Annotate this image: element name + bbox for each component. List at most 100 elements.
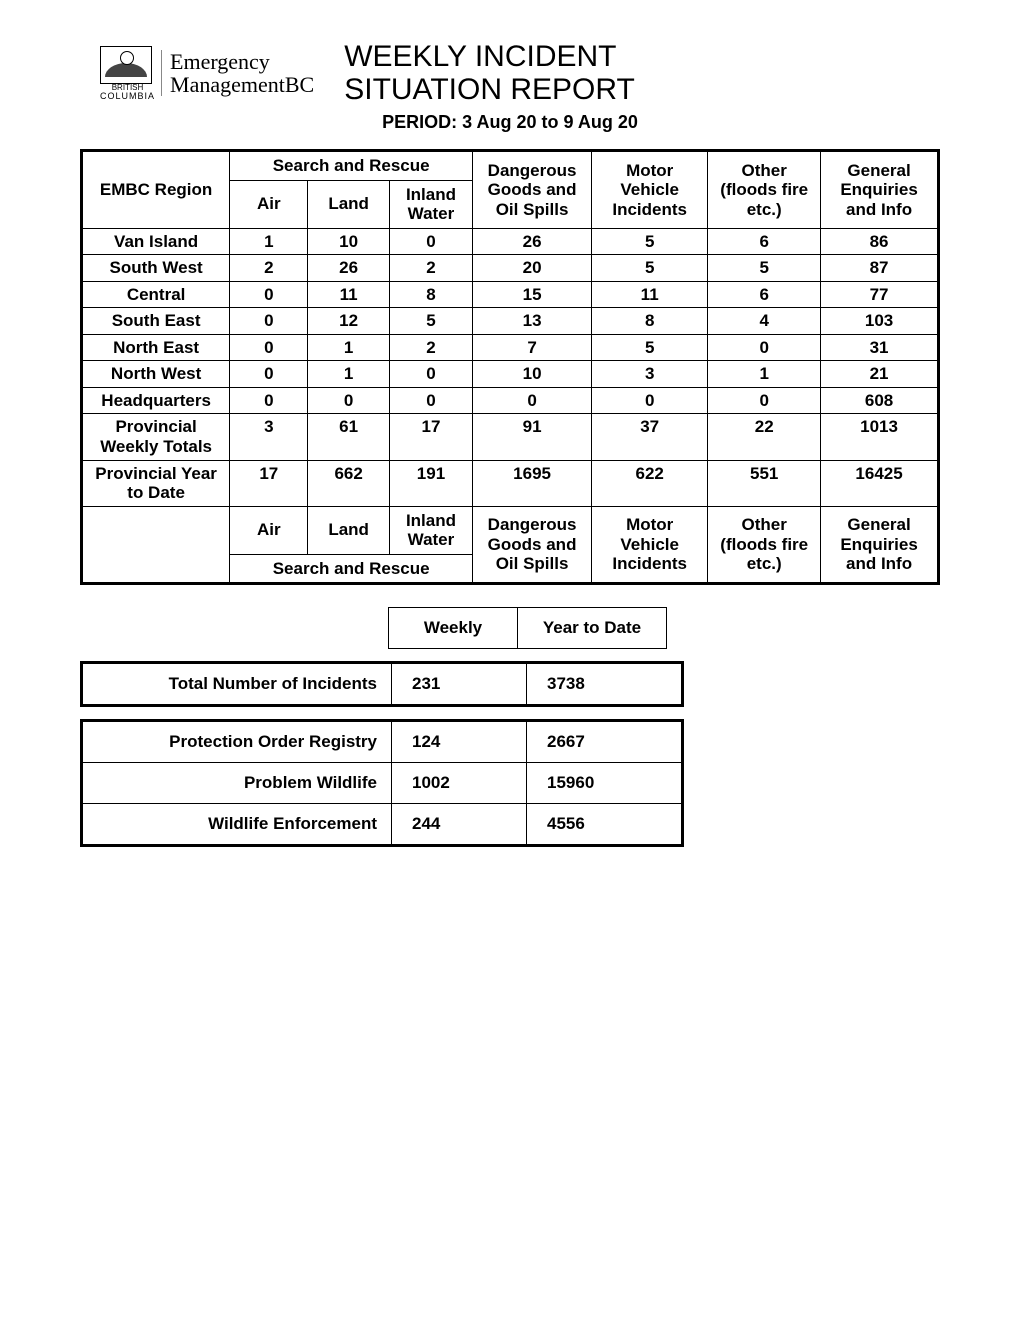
cell: 551 [708,460,821,506]
cell: 5 [708,255,821,282]
footer-blank [82,506,230,584]
cell: 10 [308,228,389,255]
title-line2: SITUATION REPORT [344,73,635,106]
hdr-ytd: Year to Date [518,608,667,649]
region-cell: North East [82,334,230,361]
cell: 6 [708,281,821,308]
row-ytd: 15960 [527,763,683,804]
row-ytd: 2667 [527,721,683,763]
cell: 191 [389,460,472,506]
table-row: North West010103121 [82,361,939,388]
table-row-totals: Provincial Weekly Totals361179137221013 [82,414,939,460]
cell: 5 [592,255,708,282]
region-cell: Headquarters [82,387,230,414]
summary-row: Total Number of Incidents 231 3738 [82,663,683,706]
cell: 1 [708,361,821,388]
region-cell: Central [82,281,230,308]
col-general: General Enquiries and Info [821,151,939,229]
cell: 0 [389,387,472,414]
blank-cell [80,608,389,649]
cell: 11 [308,281,389,308]
cell: 91 [473,414,592,460]
report-title: WEEKLY INCIDENT SITUATION REPORT [344,40,635,106]
cell: 0 [230,281,308,308]
cell: 608 [821,387,939,414]
cell: 86 [821,228,939,255]
cell: 0 [592,387,708,414]
col-motor: Motor Vehicle Incidents [592,506,708,584]
header-row-1: EMBC Region Search and Rescue Dangerous … [82,151,939,181]
cell: 87 [821,255,939,282]
org-name: Emergency ManagementBC [161,50,314,96]
cell: 0 [473,387,592,414]
summary-row: Protection Order Registry 124 2667 [82,721,683,763]
org-line1: Emergency [170,49,270,74]
cell: 0 [389,361,472,388]
total-incidents-table: Total Number of Incidents 231 3738 [80,661,684,707]
cell: 5 [389,308,472,335]
col-dangerous: Dangerous Goods and Oil Spills [473,506,592,584]
table-row: Central01181511677 [82,281,939,308]
col-sar: Search and Rescue [230,554,473,584]
cell: 77 [821,281,939,308]
cell: 1 [308,334,389,361]
cell: 0 [230,361,308,388]
cell: 0 [708,334,821,361]
col-land: Land [308,506,389,554]
row-label: Wildlife Enforcement [82,804,392,846]
cell: 5 [592,228,708,255]
region-cell: Van Island [82,228,230,255]
cell: 31 [821,334,939,361]
cell: 26 [473,228,592,255]
cell: 2 [230,255,308,282]
cell: 0 [230,387,308,414]
col-motor: Motor Vehicle Incidents [592,151,708,229]
cell: 1 [308,361,389,388]
org-line2: ManagementBC [170,72,314,97]
report-period: PERIOD: 3 Aug 20 to 9 Aug 20 [80,112,940,133]
cell: 6 [708,228,821,255]
summary-row: Wildlife Enforcement 244 4556 [82,804,683,846]
total-label: Total Number of Incidents [82,663,392,706]
cell: 0 [708,387,821,414]
col-air: Air [230,506,308,554]
cell: 37 [592,414,708,460]
row-weekly: 124 [392,721,527,763]
cell: 1695 [473,460,592,506]
region-cell: South East [82,308,230,335]
summary-header-table: Weekly Year to Date [80,607,667,649]
cell: 8 [389,281,472,308]
row-ytd: 4556 [527,804,683,846]
cell: 1 [230,228,308,255]
row-weekly: 244 [392,804,527,846]
col-air: Air [230,180,308,228]
incidents-table: EMBC Region Search and Rescue Dangerous … [80,149,940,585]
cell: 7 [473,334,592,361]
cell: 17 [230,460,308,506]
cell: 26 [308,255,389,282]
cell: 17 [389,414,472,460]
region-cell: South West [82,255,230,282]
cell: 13 [473,308,592,335]
footer-row-1: Air Land Inland Water Dangerous Goods an… [82,506,939,554]
col-general: General Enquiries and Info [821,506,939,584]
cell: 103 [821,308,939,335]
table-row: South West2262205587 [82,255,939,282]
bc-logo-text: BRITISH COLUMBIA [100,84,155,101]
total-ytd: 3738 [527,663,683,706]
cell: 0 [230,334,308,361]
logo-text-bottom: COLUMBIA [100,91,155,101]
col-dangerous: Dangerous Goods and Oil Spills [473,151,592,229]
summary-row: Problem Wildlife 1002 15960 [82,763,683,804]
cell: 3 [230,414,308,460]
cell: 61 [308,414,389,460]
table-row: South East01251384103 [82,308,939,335]
col-inland: Inland Water [389,506,472,554]
cell: 22 [708,414,821,460]
cell: 10 [473,361,592,388]
report-header: BRITISH COLUMBIA Emergency ManagementBC … [100,40,940,106]
cell: 11 [592,281,708,308]
logo-block: BRITISH COLUMBIA Emergency ManagementBC [100,46,314,101]
table-row: North East01275031 [82,334,939,361]
cell: 622 [592,460,708,506]
